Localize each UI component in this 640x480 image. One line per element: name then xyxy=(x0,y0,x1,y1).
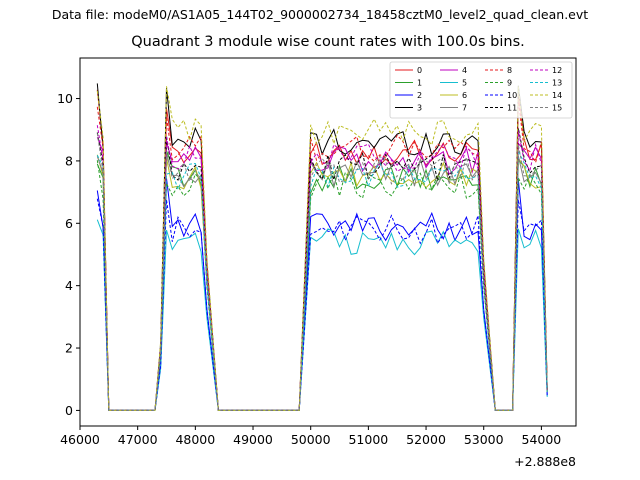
x-tick-label-4: 50000 xyxy=(291,432,331,447)
series-line-0 xyxy=(96,89,548,411)
series-line-12 xyxy=(96,125,548,411)
x-tick-label-2: 48000 xyxy=(175,432,215,447)
x-axis: 46000 47000 48000 49000 50000 51000 52000 53000… xyxy=(60,426,561,447)
legend-label-9: 9 xyxy=(507,79,512,88)
y-tick-label-1: 2 xyxy=(65,341,73,356)
legend-label-13: 13 xyxy=(552,79,562,88)
plot-lines xyxy=(96,83,548,411)
legend-label-2: 2 xyxy=(417,91,422,100)
series-line-9 xyxy=(96,160,548,411)
y-tick-label-4: 8 xyxy=(65,153,73,168)
x-tick-label-6: 52000 xyxy=(406,432,446,447)
legend-label-15: 15 xyxy=(552,104,562,113)
x-tick-label-5: 51000 xyxy=(348,432,388,447)
legend-label-7: 7 xyxy=(462,104,467,113)
series-line-13 xyxy=(96,150,548,411)
legend-label-4: 4 xyxy=(462,66,467,75)
x-tick-label-1: 47000 xyxy=(118,432,158,447)
legend-label-14: 14 xyxy=(552,91,562,100)
y-axis: 0 2 4 6 8 10 xyxy=(57,91,80,418)
x-tick-label-0: 46000 xyxy=(60,432,100,447)
legend-label-10: 10 xyxy=(507,91,517,100)
legend-label-5: 5 xyxy=(462,79,467,88)
legend-label-1: 1 xyxy=(417,79,422,88)
chart-title: Quadrant 3 module wise count rates with … xyxy=(131,34,525,50)
legend-box xyxy=(389,61,573,119)
series-line-11 xyxy=(96,128,548,411)
x-tick-label-3: 49000 xyxy=(233,432,273,447)
x-tick-label-8: 54000 xyxy=(522,432,562,447)
series-line-15 xyxy=(96,133,548,411)
legend-label-11: 11 xyxy=(507,104,517,113)
series-line-2 xyxy=(96,178,548,411)
legend-label-3: 3 xyxy=(417,104,422,113)
legend-label-6: 6 xyxy=(462,91,467,100)
series-line-10 xyxy=(96,198,548,411)
x-tick-label-7: 53000 xyxy=(464,432,504,447)
series-line-14 xyxy=(96,86,548,411)
suptitle: Data file: modeM0/AS1A05_144T02_90000027… xyxy=(51,7,589,22)
legend-label-12: 12 xyxy=(552,66,562,75)
series-line-3 xyxy=(96,83,548,411)
legend-label-8: 8 xyxy=(507,66,512,75)
series-line-6 xyxy=(96,154,548,411)
legend-label-0: 0 xyxy=(417,66,422,75)
x-offset-label: +2.888e8 xyxy=(514,454,576,469)
axes-frame xyxy=(79,57,577,427)
y-tick-label-5: 10 xyxy=(57,91,73,106)
y-tick-label-2: 4 xyxy=(65,278,73,293)
y-tick-label-3: 6 xyxy=(65,216,73,231)
y-tick-label-0: 0 xyxy=(65,403,73,418)
series-line-5 xyxy=(96,219,548,411)
